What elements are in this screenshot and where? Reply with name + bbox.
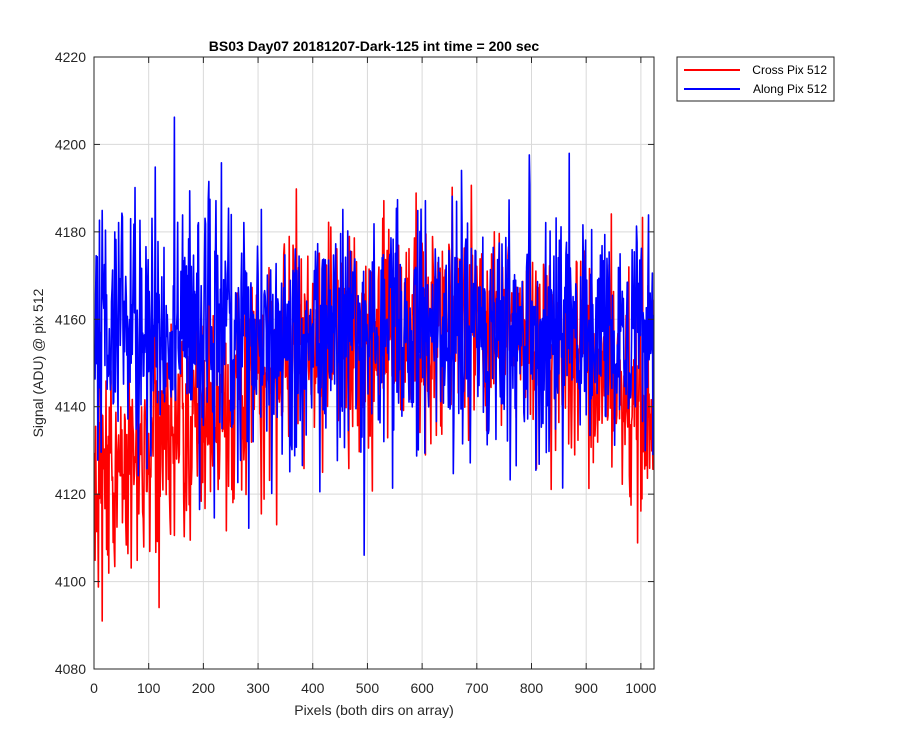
x-tick-label: 300 xyxy=(246,680,270,696)
x-tick-label: 200 xyxy=(192,680,216,696)
x-tick-label: 600 xyxy=(410,680,434,696)
y-tick-label: 4220 xyxy=(55,49,86,65)
y-tick-label: 4200 xyxy=(55,136,86,152)
y-tick-label: 4080 xyxy=(55,661,86,677)
axis-ticks xyxy=(93,56,654,670)
x-tick-label: 0 xyxy=(90,680,98,696)
x-tick-labels: 0 100 200 300 400 500 600 700 800 900 1000 xyxy=(90,680,657,696)
legend: Cross Pix 512 Along Pix 512 xyxy=(676,56,835,102)
y-tick-label: 4160 xyxy=(55,311,86,327)
series-line-along-pix-512 xyxy=(94,116,654,556)
y-tick-label: 4120 xyxy=(55,486,86,502)
chart-title: BS03 Day07 20181207-Dark-125 int time = … xyxy=(209,38,540,54)
legend-label-cross: Cross Pix 512 xyxy=(752,63,827,77)
y-axis-label: Signal (ADU) @ pix 512 xyxy=(30,288,46,437)
legend-label-along: Along Pix 512 xyxy=(753,82,827,96)
x-tick-label: 800 xyxy=(520,680,544,696)
x-tick-label: 1000 xyxy=(625,680,656,696)
legend-box xyxy=(676,56,835,102)
y-tick-label: 4140 xyxy=(55,399,86,415)
x-tick-label: 100 xyxy=(137,680,161,696)
x-tick-label: 400 xyxy=(301,680,325,696)
x-tick-label: 700 xyxy=(465,680,489,696)
x-axis-label: Pixels (both dirs on array) xyxy=(294,702,454,718)
plot-series-group xyxy=(94,116,654,622)
y-tick-label: 4180 xyxy=(55,224,86,240)
y-tick-labels: 4080 4100 4120 4140 4160 4180 4200 4220 xyxy=(55,49,86,677)
x-tick-label: 900 xyxy=(575,680,599,696)
axes-box xyxy=(93,56,655,670)
y-tick-label: 4100 xyxy=(55,574,86,590)
x-tick-label: 500 xyxy=(356,680,380,696)
